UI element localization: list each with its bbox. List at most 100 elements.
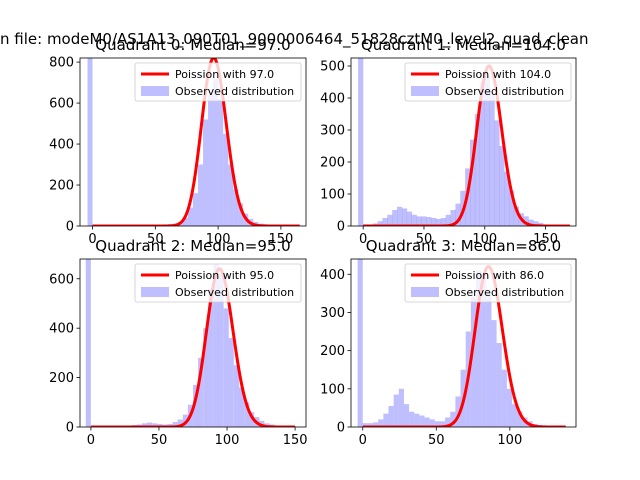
- histogram-bar: [523, 216, 529, 226]
- x-tick-label: 0: [359, 433, 367, 448]
- y-tick-label: 300: [320, 124, 345, 139]
- histogram-bar: [414, 413, 420, 427]
- x-tick-label: 50: [147, 232, 164, 247]
- histogram-bar: [238, 387, 245, 427]
- histogram-bar: [411, 214, 417, 226]
- histogram-bar: [533, 221, 539, 226]
- histogram-bar: [387, 214, 393, 226]
- histogram-bar: [501, 369, 507, 427]
- histogram-bar: [392, 210, 398, 226]
- histogram-bar: [397, 206, 403, 226]
- histogram-bar: [373, 422, 379, 427]
- y-tick-label: 300: [320, 306, 345, 321]
- histogram-bar: [367, 423, 374, 427]
- histogram-bar: [401, 208, 408, 226]
- histogram-bar: [494, 120, 500, 226]
- histogram-bar: [538, 222, 544, 226]
- legend-patch-swatch: [411, 287, 439, 297]
- histogram-bar: [383, 413, 389, 427]
- histogram-bar: [470, 297, 476, 427]
- y-tick-label: 800: [49, 56, 74, 71]
- legend-entry-observed: Observed distribution: [445, 286, 564, 299]
- legend-box: [134, 62, 302, 102]
- legend-patch-swatch: [411, 86, 439, 96]
- legend-entry-poisson: Poission with 95.0: [175, 269, 274, 282]
- chart-panel-3: 0 50 100 0 100 200 300 400 Quadrant 3: Median=86…: [320, 237, 577, 448]
- histogram-bar: [193, 193, 199, 226]
- histogram-bar: [172, 422, 178, 427]
- histogram-bar: [486, 293, 492, 427]
- poisson-curve: [90, 267, 296, 427]
- y-tick-label: 0: [337, 220, 345, 235]
- legend-box: [134, 263, 302, 303]
- x-tick-label: 0: [359, 232, 367, 247]
- panel-title: Quadrant 0: Median=97.0: [95, 36, 290, 54]
- legend-patch-swatch: [141, 287, 169, 297]
- legend: Poission with 104.0 Observed distribution: [404, 62, 572, 102]
- legend-patch-swatch: [141, 86, 169, 96]
- histogram-bar: [435, 218, 442, 226]
- y-tick-label: 200: [49, 179, 74, 194]
- x-tick-label: 150: [533, 232, 558, 247]
- histogram-bar: [439, 421, 446, 427]
- legend-entry-observed: Observed distribution: [445, 85, 564, 98]
- x-tick-label: 0: [87, 433, 95, 448]
- legend-entry-poisson: Poission with 104.0: [445, 68, 551, 81]
- histogram-bar: [223, 133, 229, 226]
- histogram-bar: [431, 218, 437, 226]
- histogram-bar: [406, 211, 412, 226]
- y-tick-label: 100: [320, 188, 345, 203]
- chart-panel-1: 0 50 100 150 0 100 200 300 400 500 Quadrant 1: Med…: [320, 36, 577, 247]
- y-tick-label: 0: [337, 421, 345, 436]
- histogram-bar: [481, 274, 487, 427]
- histogram-bar: [450, 210, 456, 226]
- legend-entry-observed: Observed distribution: [175, 85, 294, 98]
- panel-title: Quadrant 1: Median=104.0: [361, 36, 566, 54]
- histogram-bar: [424, 417, 430, 427]
- histogram-bar: [357, 259, 363, 427]
- x-tick-label: 150: [283, 433, 308, 448]
- y-tick-label: 200: [49, 371, 74, 386]
- histogram-bar: [455, 203, 461, 226]
- histogram-bar: [177, 419, 183, 427]
- histogram-bar: [429, 419, 435, 427]
- histogram-bar: [512, 404, 518, 427]
- histogram-bar: [203, 119, 209, 226]
- histogram-bar: [382, 218, 388, 226]
- histogram-bar: [445, 214, 451, 226]
- histogram-bar: [445, 417, 451, 427]
- histogram-bar: [499, 146, 505, 226]
- histogram-bar: [403, 404, 410, 427]
- chart-panel-2: 0 50 100 150 0 200 400 600 Quadrant 2: Median=95…: [49, 237, 307, 448]
- histogram-bar: [182, 217, 188, 226]
- histogram-bar: [528, 219, 534, 226]
- histogram-bar: [378, 419, 384, 427]
- x-tick-label: 50: [428, 433, 445, 448]
- x-tick-label: 150: [268, 232, 293, 247]
- x-tick-label: 100: [472, 232, 497, 247]
- legend-entry-poisson: Poission with 86.0: [445, 269, 544, 282]
- y-tick-label: 200: [320, 156, 345, 171]
- poisson-curve: [362, 265, 566, 427]
- y-tick-label: 400: [320, 92, 345, 107]
- histogram-bar: [506, 388, 513, 427]
- histogram-bar: [426, 217, 432, 226]
- histogram-bar: [213, 78, 219, 226]
- axes-frame: [350, 258, 577, 428]
- y-tick-label: 100: [320, 382, 345, 397]
- plot-area: [357, 259, 566, 427]
- histogram-bar: [421, 216, 427, 226]
- x-tick-label: 100: [206, 232, 231, 247]
- histogram-bar: [440, 218, 447, 226]
- histogram-bar: [223, 308, 229, 427]
- x-tick-label: 50: [416, 232, 433, 247]
- histogram-bar: [358, 58, 364, 226]
- y-tick-label: 0: [66, 421, 74, 436]
- histogram-bar: [208, 288, 214, 427]
- y-tick-label: 500: [320, 60, 345, 75]
- histogram-bar: [409, 411, 415, 427]
- histogram-bar: [213, 263, 219, 427]
- histogram-bar: [508, 190, 515, 226]
- histogram-bar: [218, 273, 224, 427]
